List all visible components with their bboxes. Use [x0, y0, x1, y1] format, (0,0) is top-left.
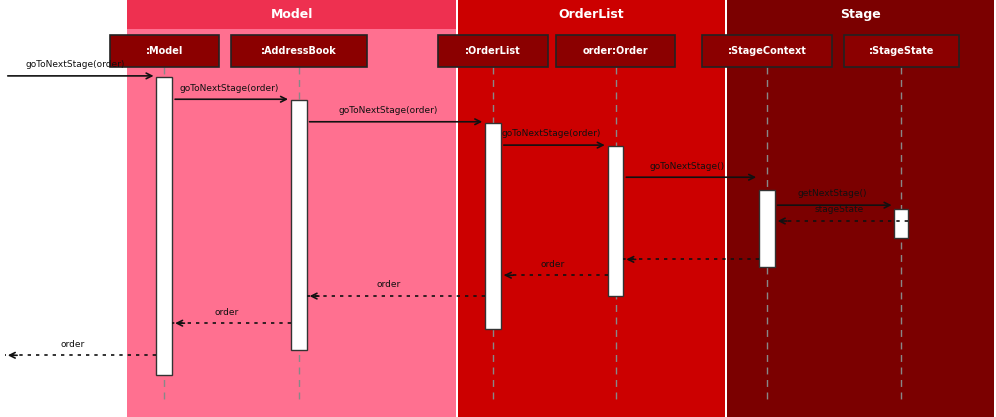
Text: order: order	[61, 339, 85, 349]
Bar	[458, 0, 725, 29]
Bar	[127, 0, 456, 29]
Bar	[727, 0, 994, 29]
Bar	[110, 35, 219, 67]
Bar	[844, 35, 959, 67]
Bar	[458, 0, 725, 417]
Text: :StageState: :StageState	[869, 46, 934, 56]
Text: OrderList: OrderList	[559, 8, 624, 21]
Bar	[894, 208, 908, 238]
Text: order: order	[541, 259, 565, 269]
Text: goToNextStage(order): goToNextStage(order)	[501, 129, 601, 138]
Bar	[759, 190, 775, 267]
Bar	[291, 100, 307, 350]
Bar	[702, 35, 832, 67]
Bar	[127, 0, 456, 417]
Bar	[231, 35, 367, 67]
Text: goToNextStage(order): goToNextStage(order)	[339, 106, 438, 115]
Text: getNextStage(): getNextStage()	[798, 189, 868, 198]
Text: Model: Model	[271, 8, 313, 21]
Bar	[556, 35, 675, 67]
Text: order: order	[376, 280, 400, 289]
Bar	[608, 146, 623, 296]
Bar	[156, 77, 172, 375]
Bar	[727, 0, 994, 417]
Text: :OrderList: :OrderList	[465, 46, 521, 56]
Text: order: order	[215, 307, 239, 317]
Text: goToNextStage(order): goToNextStage(order)	[179, 83, 279, 93]
Text: order:Order: order:Order	[583, 46, 648, 56]
Text: :AddressBook: :AddressBook	[261, 46, 337, 56]
Text: goToNextStage(order): goToNextStage(order)	[25, 60, 125, 69]
Text: stageState: stageState	[815, 205, 865, 214]
Text: goToNextStage(): goToNextStage()	[649, 161, 725, 171]
Text: :Model: :Model	[145, 46, 183, 56]
Text: :StageContext: :StageContext	[727, 46, 807, 56]
Bar	[438, 35, 548, 67]
Text: Stage: Stage	[841, 8, 880, 21]
Bar	[485, 123, 501, 329]
